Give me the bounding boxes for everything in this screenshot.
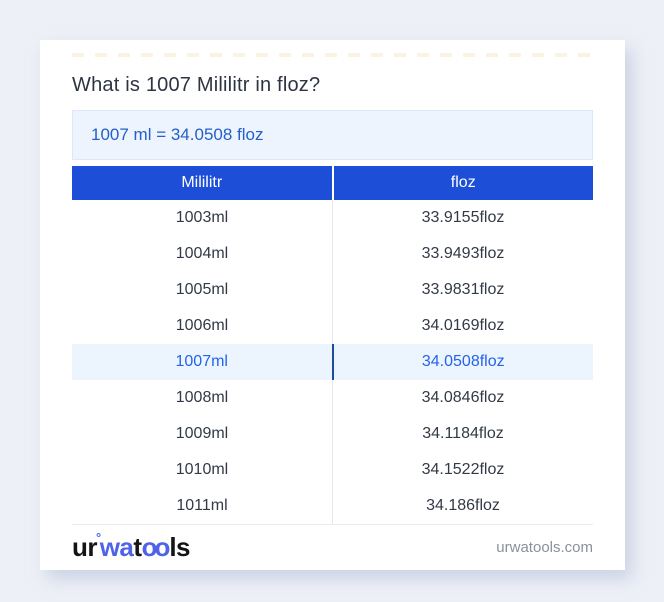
- table-row[interactable]: 1008ml 34.0846floz: [72, 380, 593, 416]
- logo-text: wa: [99, 532, 134, 562]
- table-header-mililitr: Mililitr: [72, 166, 334, 200]
- page-title: What is 1007 Mililitr in floz?: [72, 74, 321, 96]
- ml-value[interactable]: 1004ml: [72, 236, 333, 272]
- ml-value[interactable]: 1008ml: [72, 380, 333, 416]
- floz-value[interactable]: 34.186floz: [426, 497, 500, 514]
- logo-ring-icon: °: [96, 530, 101, 545]
- ml-value[interactable]: 1007ml: [72, 344, 334, 380]
- ml-value[interactable]: 1011ml: [72, 488, 333, 524]
- ml-value[interactable]: 1005ml: [72, 272, 333, 308]
- table-row[interactable]: 1006ml 34.0169floz: [72, 308, 593, 344]
- floz-value[interactable]: 33.9155floz: [421, 209, 505, 226]
- floz-value[interactable]: 33.9831floz: [421, 281, 505, 298]
- logo-text: ur: [72, 532, 98, 562]
- footer: ur°watools urwatools.com: [72, 530, 593, 562]
- table-body: 1003ml 33.9155floz 1004ml 33.9493floz 1005ml…: [72, 200, 593, 524]
- table-row[interactable]: 1009ml 34.1184floz: [72, 416, 593, 452]
- conversion-table: Mililitr floz 1003ml 33.9155floz 1004ml 33.…: [72, 166, 593, 525]
- logo-text: ls: [169, 532, 191, 562]
- table-row[interactable]: 1011ml 34.186floz: [72, 488, 593, 524]
- conversion-result-box: 1007 ml = 34.0508 floz: [72, 110, 593, 160]
- floz-value[interactable]: 34.0508floz: [421, 353, 505, 370]
- ml-value[interactable]: 1009ml: [72, 416, 333, 452]
- conversion-result-text: 1007 ml = 34.0508 floz: [91, 125, 264, 144]
- table-row[interactable]: 1005ml 33.9831floz: [72, 272, 593, 308]
- decorative-dashes: [72, 53, 593, 57]
- table-header-floz: floz: [450, 174, 476, 191]
- table-header-row: Mililitr floz: [72, 166, 593, 200]
- floz-value[interactable]: 34.1184floz: [422, 425, 504, 442]
- table-row[interactable]: 1004ml 33.9493floz: [72, 236, 593, 272]
- site-domain: urwatools.com: [496, 538, 593, 556]
- table-row-highlighted[interactable]: 1007ml 34.0508floz: [72, 344, 593, 380]
- table-row[interactable]: 1010ml 34.1522floz: [72, 452, 593, 488]
- ml-value[interactable]: 1010ml: [72, 452, 333, 488]
- urwatools-logo[interactable]: ur°watools: [72, 530, 191, 562]
- floz-value[interactable]: 34.0846floz: [421, 389, 505, 406]
- floz-value[interactable]: 34.1522floz: [421, 461, 505, 478]
- floz-value[interactable]: 34.0169floz: [421, 317, 505, 334]
- logo-rings-icon: oo: [141, 532, 171, 562]
- floz-value[interactable]: 33.9493floz: [421, 245, 505, 262]
- logo-text: t: [133, 532, 142, 562]
- ml-value[interactable]: 1006ml: [72, 308, 333, 344]
- table-row[interactable]: 1003ml 33.9155floz: [72, 200, 593, 236]
- ml-value[interactable]: 1003ml: [72, 200, 333, 236]
- conversion-card: What is 1007 Mililitr in floz? 1007 ml =…: [40, 40, 625, 570]
